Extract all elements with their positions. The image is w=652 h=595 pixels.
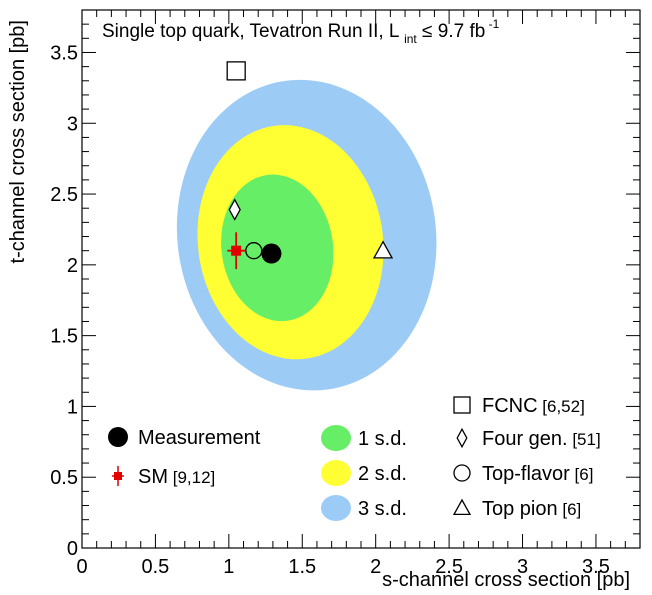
legend-swatch	[321, 460, 351, 486]
x-tick-label: 1	[223, 556, 234, 578]
legend-label: Top pion [6]	[482, 498, 581, 520]
x-tick-label: 2	[370, 556, 381, 578]
y-tick-label: 3	[67, 113, 78, 135]
x-tick-label: 3.5	[582, 556, 610, 578]
legend-marker-diamond	[456, 427, 468, 449]
y-tick-label: 2.5	[50, 184, 78, 206]
confidence-contours	[176, 79, 437, 391]
model-point-triangle	[372, 240, 394, 259]
legend: Measurement SM [9,12] 1 s.d. 2 s.d. 3 s.d. FC…	[108, 395, 601, 521]
y-tick-label: 2	[67, 255, 78, 277]
measurement-point	[261, 243, 282, 264]
legend-label: Four gen. [51]	[482, 428, 601, 450]
data-markers	[226, 61, 394, 270]
legend-marker-triangle	[452, 498, 472, 516]
y-tick-label: 1.5	[50, 326, 78, 348]
legend-label: 1 s.d.	[358, 428, 407, 450]
model-point-square	[226, 61, 246, 81]
legend-marker-square	[453, 396, 471, 414]
x-tick-label: 3	[517, 556, 528, 578]
legend-swatch	[321, 425, 351, 451]
y-axis-label: t-channel cross section [pb]	[7, 20, 29, 263]
legend-label: FCNC [6,52]	[482, 395, 585, 417]
x-axis-label: s-channel cross section [pb]	[382, 569, 630, 591]
x-tick-label: 0	[76, 556, 87, 578]
model-point-circle	[245, 242, 263, 260]
legend-label: SM [9,12]	[138, 466, 215, 488]
legend-label: Measurement	[138, 427, 261, 449]
legend-marker-filled-circle	[108, 427, 128, 447]
sm-marker-box	[114, 472, 122, 480]
legend-label: 2 s.d.	[358, 463, 407, 485]
y-tick-label: 0.5	[50, 467, 78, 489]
x-tick-label: 1.5	[288, 556, 316, 578]
y-tick-label: 1	[67, 396, 78, 418]
legend-label: Top-flavor [6]	[482, 463, 593, 485]
y-tick-label: 3.5	[50, 42, 78, 64]
legend-marker-circle	[453, 464, 471, 482]
axes: 0 0.5 1 1.5 2 2.5 3 3.5 0 0.5 1 1.5 2 2.5 3 3.5	[50, 9, 641, 578]
chart-title: Single top quark, Tevatron Run II, L int…	[102, 17, 500, 46]
y-tick-label: 0	[67, 538, 78, 560]
legend-label: 3 s.d.	[358, 498, 407, 520]
x-tick-label: 2.5	[435, 556, 463, 578]
sm-point	[231, 245, 242, 256]
legend-marker-red-cross	[112, 466, 124, 486]
model-point-diamond	[228, 198, 241, 221]
x-tick-label: 0.5	[142, 556, 170, 578]
legend-swatch	[321, 495, 351, 521]
